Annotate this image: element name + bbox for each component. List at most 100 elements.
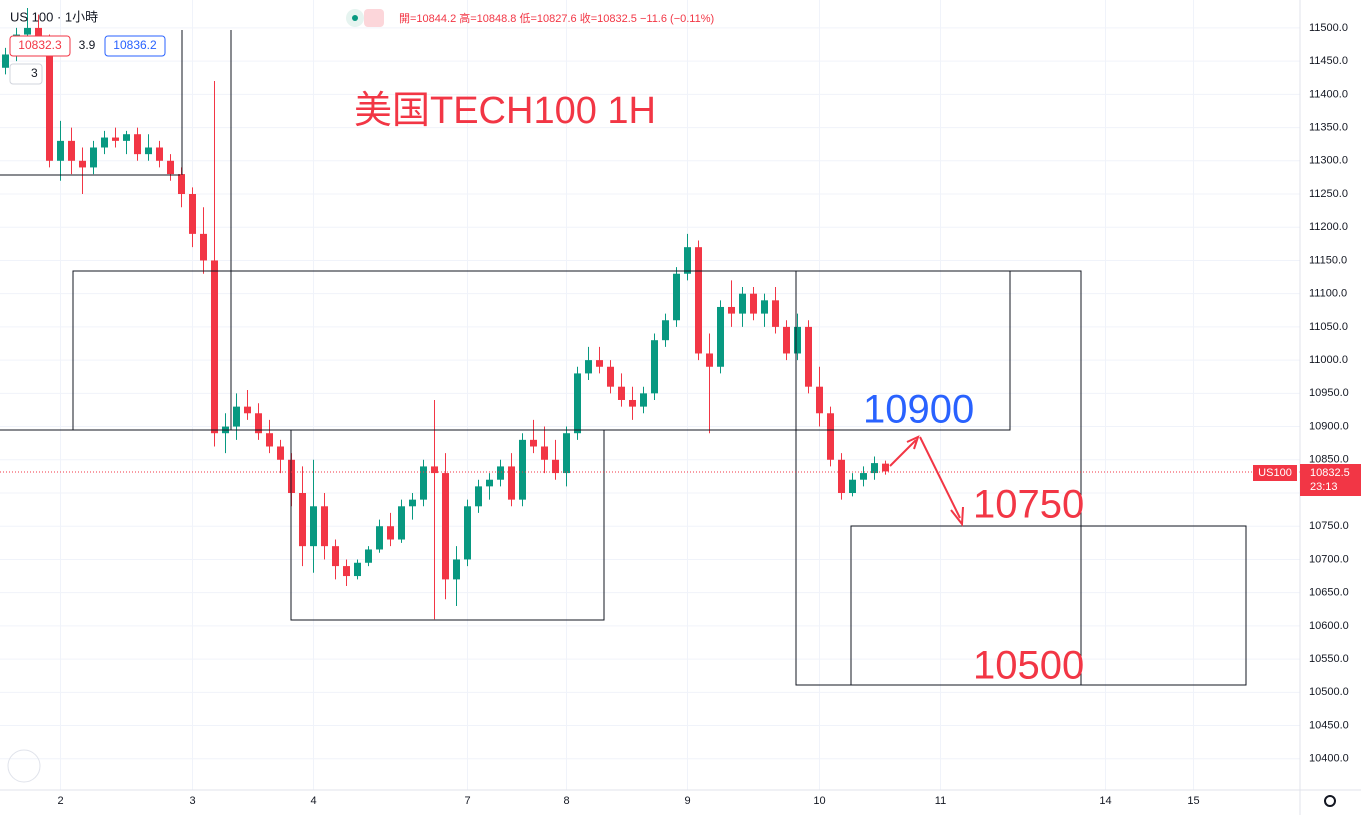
candle-body: [398, 506, 405, 540]
candle-body: [277, 446, 284, 460]
candle-body: [145, 147, 152, 155]
candle-body: [299, 493, 306, 547]
badge: [1253, 465, 1297, 481]
candle-body: [354, 562, 361, 577]
zone-box: [850, 525, 1247, 686]
candle-body: [365, 549, 372, 563]
candle-body: [409, 499, 416, 507]
candle-body: [387, 526, 394, 540]
y-tick-label: 10400.0: [1309, 753, 1349, 765]
x-tick-label: 7: [464, 795, 470, 807]
countdown: 23:13: [1310, 481, 1338, 493]
candle-body: [871, 463, 878, 474]
candle-body: [508, 466, 515, 500]
candle-body: [750, 293, 757, 314]
candle-body: [717, 306, 724, 367]
candle-body: [343, 566, 350, 577]
y-tick-label: 10750.0: [1309, 520, 1349, 532]
candle-body: [849, 479, 856, 494]
candle-body: [442, 473, 449, 580]
candle-body: [761, 300, 768, 314]
bid-box[interactable]: [9, 35, 71, 57]
symbol: US 100 · 1小時: [10, 9, 98, 24]
candle-body: [189, 194, 196, 234]
x-tick-label: 8: [563, 795, 569, 807]
logo: [7, 749, 41, 783]
candle-body: [123, 134, 130, 141]
candle-body: [332, 546, 339, 567]
last-price: 10832.5: [1310, 467, 1350, 479]
indicator-count[interactable]: 3: [31, 66, 38, 80]
badge-text: US100: [1258, 467, 1292, 479]
candle-body: [167, 160, 174, 175]
ask[interactable]: 10836.2: [113, 38, 157, 52]
y-tick-label: 11050.0: [1309, 321, 1348, 333]
candle-body: [464, 506, 471, 560]
settings[interactable]: [1324, 795, 1336, 807]
x-tick-label: 3: [189, 795, 195, 807]
annotation: 10750: [973, 483, 1084, 527]
y-tick-label: 10850.0: [1309, 454, 1349, 466]
y-tick-label: 10650.0: [1309, 587, 1349, 599]
x-tick-label: 11: [935, 795, 946, 807]
candle-body: [475, 486, 482, 507]
drawings: [0, 30, 1300, 686]
candle-body: [827, 413, 834, 460]
candle-body: [79, 160, 86, 168]
x-tick-label: 4: [310, 795, 316, 807]
ask-box[interactable]: [104, 35, 166, 57]
candle-body: [794, 326, 801, 354]
annotation: 10500: [973, 644, 1084, 688]
price-box: [1300, 464, 1361, 496]
candle-body: [838, 459, 845, 494]
spread: 3.9: [79, 38, 96, 52]
y-tick-label: 10700.0: [1309, 553, 1349, 565]
y-tick-label: 10600.0: [1309, 620, 1349, 632]
candle-body: [574, 373, 581, 434]
y-tick-label: 10500.0: [1309, 686, 1349, 698]
badge: [364, 9, 384, 27]
x-tick-label: 9: [684, 795, 690, 807]
candle-body: [640, 393, 647, 407]
candle-body: [541, 446, 548, 460]
y-tick-label: 11450.0: [1309, 55, 1348, 67]
candle-body: [310, 506, 317, 547]
candle-body: [57, 140, 64, 161]
candle-body: [673, 273, 680, 321]
candle-body: [772, 300, 779, 327]
candle-body: [134, 134, 141, 155]
candle-body: [607, 366, 614, 387]
candle-body: [178, 174, 185, 195]
y-tick-label: 11250.0: [1309, 188, 1348, 200]
candle-body: [255, 413, 262, 434]
x-tick-label: 2: [57, 795, 63, 807]
candle-body: [816, 386, 823, 414]
candle-body: [486, 479, 493, 487]
candle-body: [563, 433, 570, 474]
candle-body: [233, 406, 240, 427]
candles: [2, 7, 889, 620]
candle-body: [596, 360, 603, 367]
candle-body: [266, 433, 273, 447]
ohlc: 開=10844.2 高=10848.8 低=10827.6 收=10832.5 …: [399, 11, 714, 25]
candle-body: [860, 473, 867, 480]
x-tick-label: 14: [1099, 795, 1111, 807]
candle-body: [805, 326, 812, 387]
candle-body: [90, 147, 97, 168]
y-tick-label: 11200.0: [1309, 221, 1348, 233]
candle-body: [46, 41, 53, 161]
y-tick-label: 10950.0: [1309, 387, 1349, 399]
candle-body: [453, 559, 460, 580]
y-tick-label: 11500.0: [1309, 22, 1348, 34]
candle-body: [783, 326, 790, 354]
indicator-toggle[interactable]: [9, 63, 43, 85]
y-tick-label: 11100.0: [1309, 288, 1347, 300]
y-axis-bg: [1300, 0, 1361, 815]
candle-body: [211, 260, 218, 434]
y-tick-label: 10900.0: [1309, 420, 1349, 432]
bid[interactable]: 10832.3: [18, 38, 62, 52]
arrow: [889, 435, 964, 527]
candle-body: [662, 320, 669, 341]
candle-body: [739, 293, 746, 314]
